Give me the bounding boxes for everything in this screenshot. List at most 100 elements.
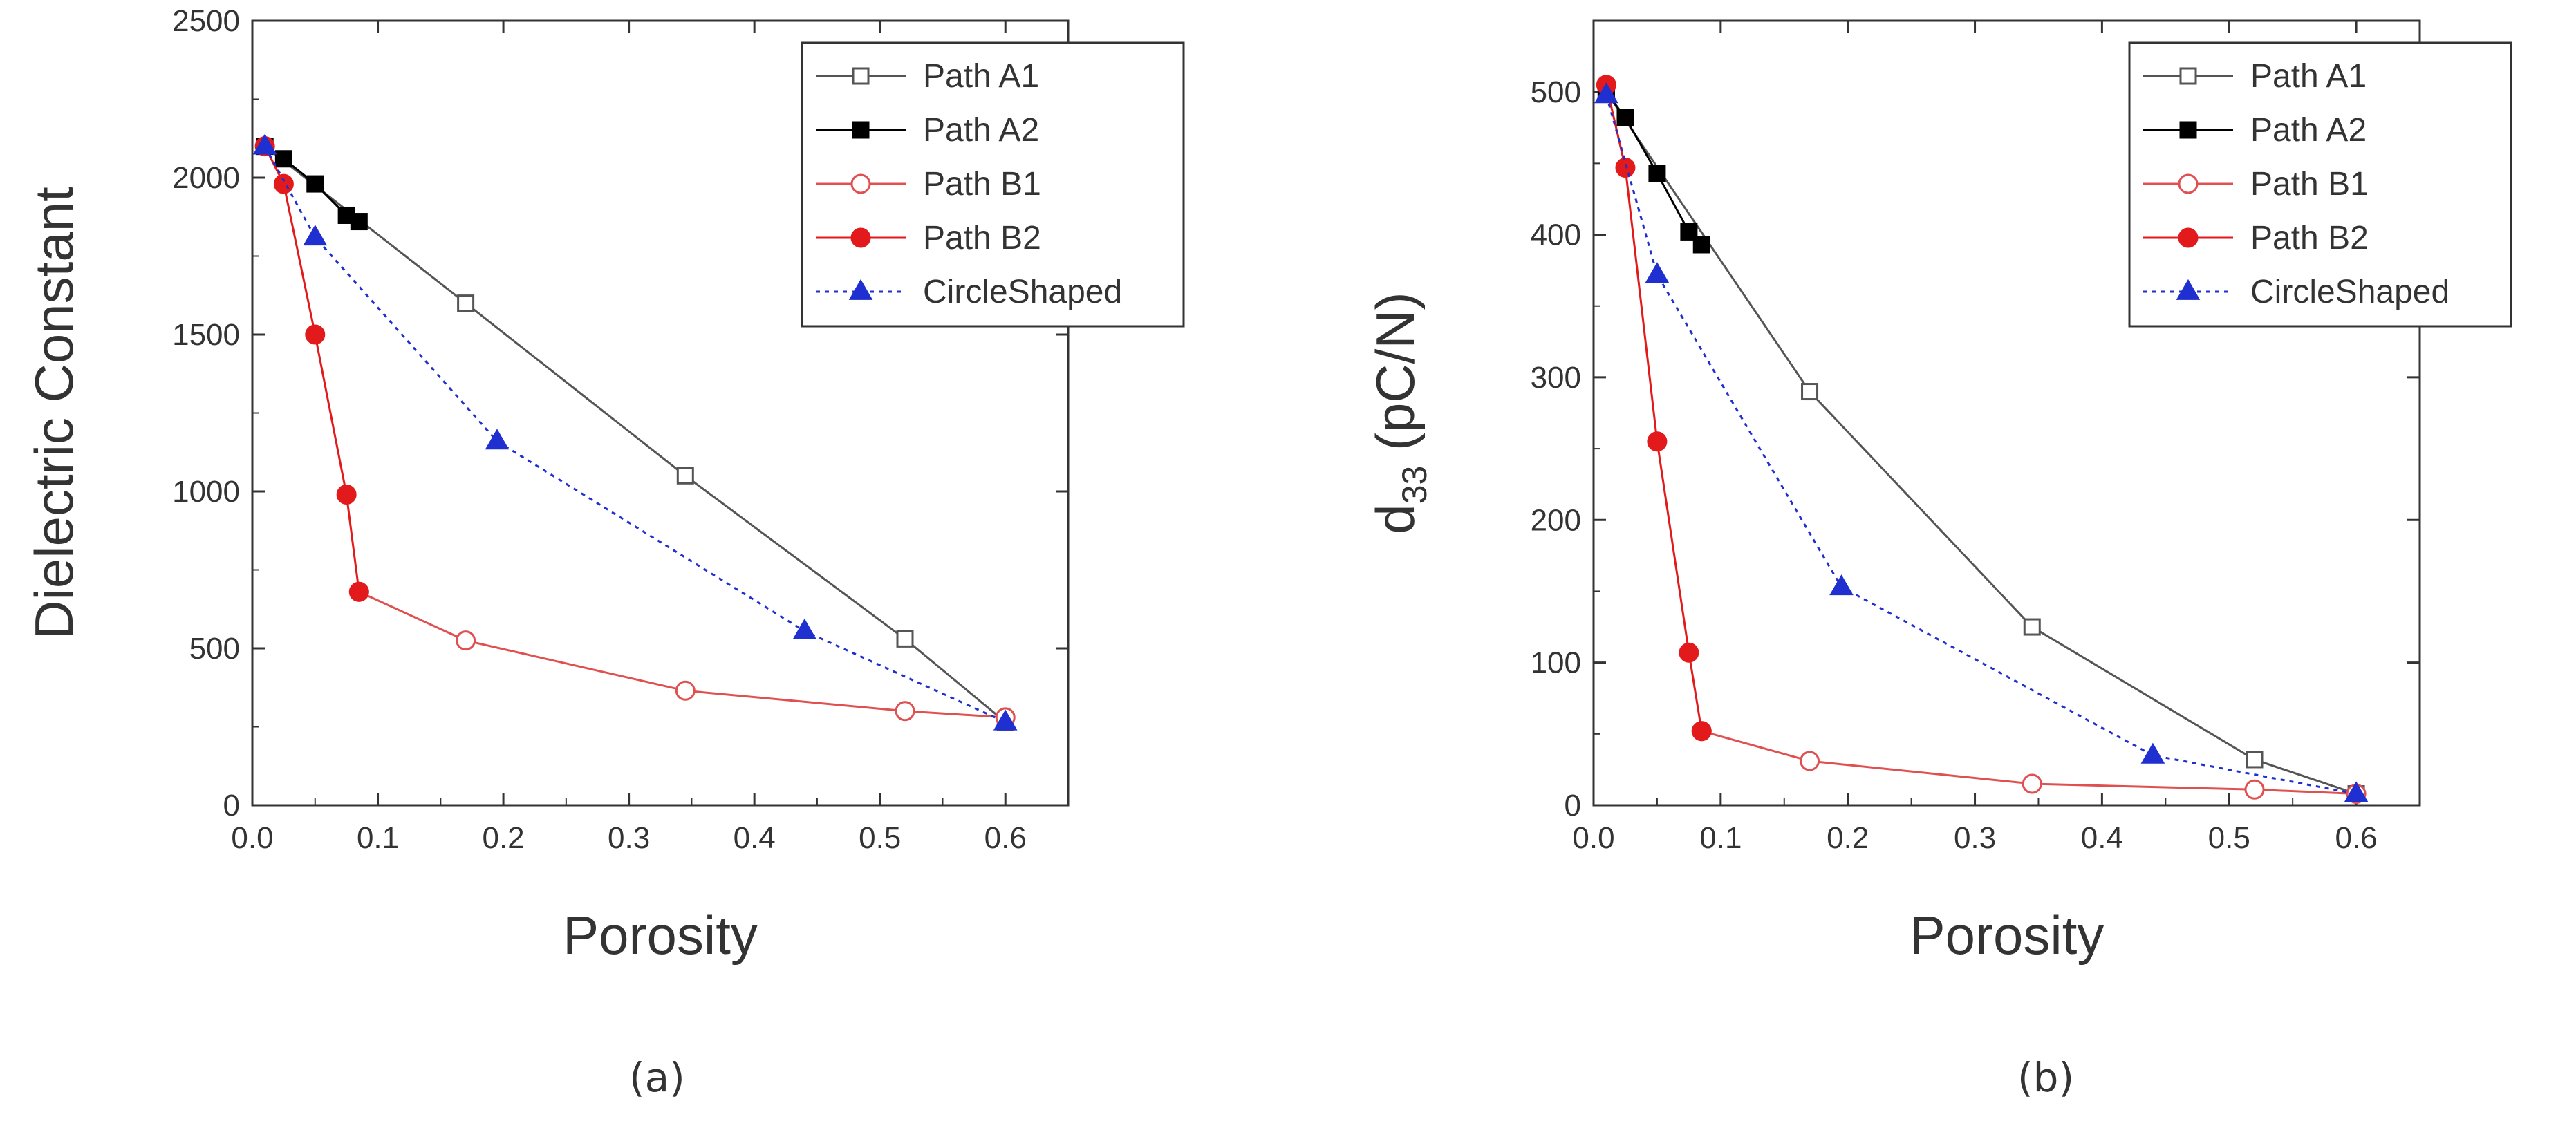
data-point xyxy=(485,429,510,450)
data-point xyxy=(305,324,326,345)
y-tick-label: 300 xyxy=(1531,361,1581,395)
data-point xyxy=(252,133,277,155)
data-point xyxy=(2023,618,2041,636)
data-point xyxy=(896,630,914,648)
data-point xyxy=(456,630,476,651)
data-point xyxy=(1647,431,1668,452)
y-tick-label: 400 xyxy=(1531,218,1581,252)
y-tick-label: 1000 xyxy=(172,475,240,509)
y-tick-label: 0 xyxy=(223,789,240,823)
data-point xyxy=(336,485,357,505)
legend-marker xyxy=(848,279,873,300)
legend-marker xyxy=(2176,279,2201,300)
y-axis-label-unit: (pC/N) xyxy=(1365,292,1426,465)
data-point xyxy=(1692,236,1710,254)
x-axis-label: Porosity xyxy=(563,905,758,966)
data-point xyxy=(1680,223,1698,241)
data-point xyxy=(1679,642,1699,663)
data-point xyxy=(457,294,475,312)
data-point xyxy=(1800,751,1820,771)
x-tick-label: 0.0 xyxy=(231,821,273,855)
x-tick-label: 0.2 xyxy=(482,821,524,855)
series-path-b1 xyxy=(348,581,1016,728)
panel-label-a: (a) xyxy=(629,1054,685,1101)
chart-panel-a: 0.0 0.1 0.2 0.3 0.4 0.5 0.6 0 500 1000 1500 2000 250… xyxy=(24,4,1185,966)
data-point xyxy=(306,175,324,193)
data-point xyxy=(1691,721,1712,742)
y-tick-label: 500 xyxy=(1531,75,1581,109)
legend-entry-label: CircleShaped xyxy=(923,274,1122,310)
series-line xyxy=(263,145,1006,724)
data-point xyxy=(350,213,368,231)
data-point xyxy=(1594,82,1618,104)
x-tick-label: 0.4 xyxy=(2081,821,2123,855)
legend-entry-label: Path B2 xyxy=(923,220,1041,256)
legend-marker xyxy=(2179,67,2197,85)
legend-entry-label: Path B1 xyxy=(923,166,1041,203)
y-axis-label: Dielectric Constant xyxy=(24,187,84,639)
x-tick-label: 0.1 xyxy=(1699,821,1742,855)
chart-panel-b: 0.0 0.1 0.2 0.3 0.4 0.5 0.6 0 100 200 300 400 500 Por… xyxy=(1365,19,2512,966)
legend-marker xyxy=(2179,121,2197,139)
x-tick-label: 0.3 xyxy=(1954,821,1996,855)
data-point xyxy=(348,581,369,602)
y-axis-label-main: d xyxy=(1365,504,1426,534)
legend: Path A1 Path A2 Path B1 Path B2 CircleShaped xyxy=(801,41,1185,328)
data-point xyxy=(2140,742,2165,764)
y-axis-label: d33 (pC/N) xyxy=(1365,292,1434,534)
legend-entry-label: CircleShaped xyxy=(2250,274,2449,310)
data-point xyxy=(1829,574,1854,596)
y-tick-label: 2500 xyxy=(172,4,240,38)
data-point xyxy=(274,150,292,168)
legend-marker xyxy=(852,67,870,85)
data-point xyxy=(1615,158,1636,178)
legend-marker xyxy=(850,173,871,194)
data-point xyxy=(2246,751,2264,769)
y-tick-label: 2000 xyxy=(172,161,240,195)
x-tick-label: 0.4 xyxy=(734,821,776,855)
series-path-a2 xyxy=(1597,83,1710,254)
legend-entry-label: Path A1 xyxy=(923,58,1039,95)
data-point xyxy=(303,225,328,246)
legend-marker xyxy=(2178,173,2199,194)
x-tick-label: 0.5 xyxy=(2208,821,2250,855)
data-point xyxy=(993,709,1018,731)
legend-marker xyxy=(2178,227,2199,248)
legend-entry-label: Path B2 xyxy=(2250,220,2369,256)
y-tick-label: 0 xyxy=(1565,789,1581,823)
y-tick-label: 200 xyxy=(1531,503,1581,537)
data-point xyxy=(1645,262,1670,283)
data-point xyxy=(2244,779,2265,800)
legend-entry-label: Path A2 xyxy=(2250,112,2367,149)
y-tick-label: 1500 xyxy=(172,318,240,352)
x-tick-label: 0.5 xyxy=(859,821,901,855)
data-point xyxy=(2344,781,2369,802)
plot-frame xyxy=(1592,19,2421,807)
x-tick-label: 0.6 xyxy=(2335,821,2377,855)
data-point xyxy=(1616,109,1634,126)
x-axis-label: Porosity xyxy=(1910,905,2104,966)
legend-entry-label: Path A1 xyxy=(2250,58,2367,95)
panel-label-b: (b) xyxy=(2017,1054,2075,1101)
x-tick-label: 0.3 xyxy=(608,821,650,855)
x-tick-label: 0.2 xyxy=(1827,821,1869,855)
data-point xyxy=(1801,383,1819,401)
legend: Path A1 Path A2 Path B1 Path B2 CircleShaped xyxy=(2128,41,2512,328)
series-circleshaped xyxy=(252,133,1018,731)
y-axis-label-subscript: 33 xyxy=(1395,466,1434,505)
legend-entry-label: Path A2 xyxy=(923,112,1039,149)
series-circleshaped xyxy=(1594,82,2369,802)
data-point xyxy=(2022,773,2042,794)
legend-marker xyxy=(850,227,871,248)
legend-entry-label: Path B1 xyxy=(2250,166,2369,203)
data-point xyxy=(792,618,817,639)
data-point xyxy=(1648,165,1666,182)
data-point xyxy=(676,467,694,485)
y-tick-label: 100 xyxy=(1531,646,1581,680)
x-tick-label: 0.0 xyxy=(1572,821,1614,855)
data-point xyxy=(895,701,915,722)
x-tick-label: 0.1 xyxy=(357,821,399,855)
legend-marker xyxy=(852,121,870,139)
y-tick-label: 500 xyxy=(189,632,240,666)
